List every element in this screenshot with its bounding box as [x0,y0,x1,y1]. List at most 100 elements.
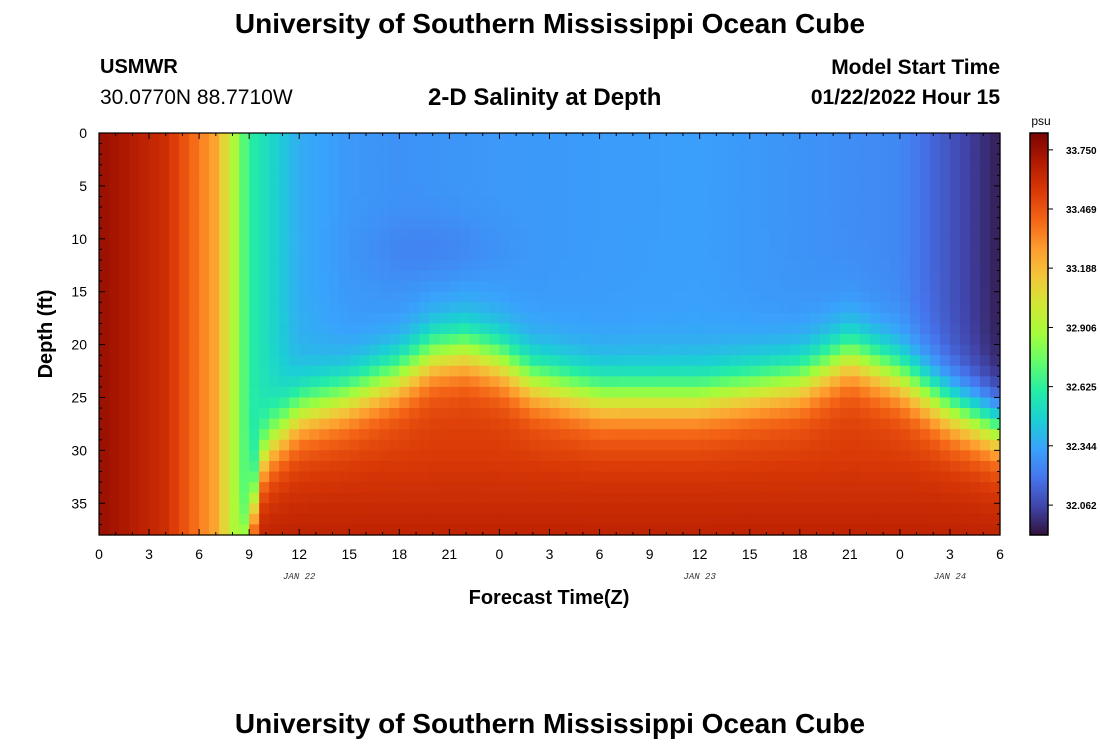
heatmap-cell [199,513,210,526]
heatmap-cell [469,175,481,187]
heatmap-cell [929,238,941,250]
heatmap-cell [269,334,280,346]
heatmap-cell [359,513,370,526]
heatmap-cell [979,418,991,430]
heatmap-cell [759,302,771,314]
heatmap-cell [369,217,380,229]
heatmap-cell [659,249,671,261]
heatmap-cell [409,471,420,483]
heatmap-cell [699,418,711,430]
heatmap-cell [339,143,350,155]
heatmap-cell [239,439,250,451]
heatmap-cell [989,482,1001,494]
heatmap-cell [289,386,300,399]
heatmap-cell [869,175,881,187]
heatmap-cell [139,249,150,261]
heatmap-cell [619,143,631,155]
heatmap-cell [449,291,460,303]
heatmap-cell [969,482,981,494]
heatmap-cell [239,386,250,399]
heatmap-cell [389,196,400,208]
heatmap-cell [299,207,310,219]
heatmap-cell [509,386,521,399]
heatmap-cell [759,355,771,367]
heatmap-cell [519,323,531,335]
heatmap-cell [509,365,521,377]
heatmap-cell [759,133,771,145]
heatmap-cell [529,312,541,325]
heatmap-cell [429,196,440,208]
heatmap-cell [929,334,941,346]
heatmap-cell [569,196,581,208]
heatmap-cell [829,503,841,515]
heatmap-cell [319,482,330,494]
heatmap-cell [849,196,861,208]
heatmap-cell [229,249,240,261]
heatmap-cell [859,439,871,451]
heatmap-cell [99,429,110,441]
heatmap-cell [349,471,360,483]
heatmap-cell [309,249,320,261]
heatmap-cell [949,312,961,325]
heatmap-cell [529,482,541,494]
heatmap-cell [449,196,460,208]
heatmap-cell [339,323,350,335]
heatmap-cell [409,207,420,219]
heatmap-cell [359,524,370,536]
heatmap-cell [239,228,250,240]
heatmap-cell [429,376,440,388]
heatmap-cell [199,175,210,187]
heatmap-cell [409,429,420,441]
heatmap-cell [139,217,150,229]
heatmap-cell [159,133,170,145]
heatmap-cell [289,418,300,430]
heatmap-cell [739,524,751,536]
heatmap-cell [599,196,611,208]
heatmap-cell [679,164,691,176]
heatmap-cell [949,460,961,473]
heatmap-cell [349,397,360,409]
heatmap-cell [239,154,250,166]
heatmap-cell [969,217,981,229]
heatmap-cell [719,185,731,198]
heatmap-cell [839,228,851,240]
heatmap-cell [619,492,631,504]
heatmap-cell [879,312,891,325]
heatmap-cell [449,344,460,356]
heatmap-cell [969,259,981,272]
heatmap-cell [469,164,481,176]
heatmap-cell [119,429,130,441]
heatmap-cell [619,164,631,176]
heatmap-cell [169,133,180,145]
heatmap-cell [879,471,891,483]
heatmap-cell [479,270,491,282]
heatmap-cell [679,503,691,515]
x-tick-label: 15 [742,546,758,562]
heatmap-cell [249,524,260,536]
heatmap-cell [159,259,170,272]
heatmap-cell [449,270,460,282]
heatmap-cell [549,291,561,303]
heatmap-cell [489,344,501,356]
heatmap-cell [289,365,300,377]
heatmap-cell [569,164,581,176]
heatmap-cell [619,281,631,293]
heatmap-cell [259,143,270,155]
heatmap-cell [219,492,230,504]
heatmap-cell [409,154,420,166]
heatmap-cell [849,143,861,155]
heatmap-cell [249,164,260,176]
heatmap-cell [569,312,581,325]
heatmap-cell [989,408,1001,420]
heatmap-cell [449,429,460,441]
heatmap-cell [699,386,711,399]
heatmap-cell [699,270,711,282]
heatmap-cell [249,450,260,462]
heatmap-cell [929,291,941,303]
heatmap-cell [209,439,220,451]
heatmap-cell [849,408,861,420]
heatmap-cell [279,281,290,293]
heatmap-cell [649,312,661,325]
heatmap-cell [129,312,140,325]
heatmap-cell [589,312,601,325]
